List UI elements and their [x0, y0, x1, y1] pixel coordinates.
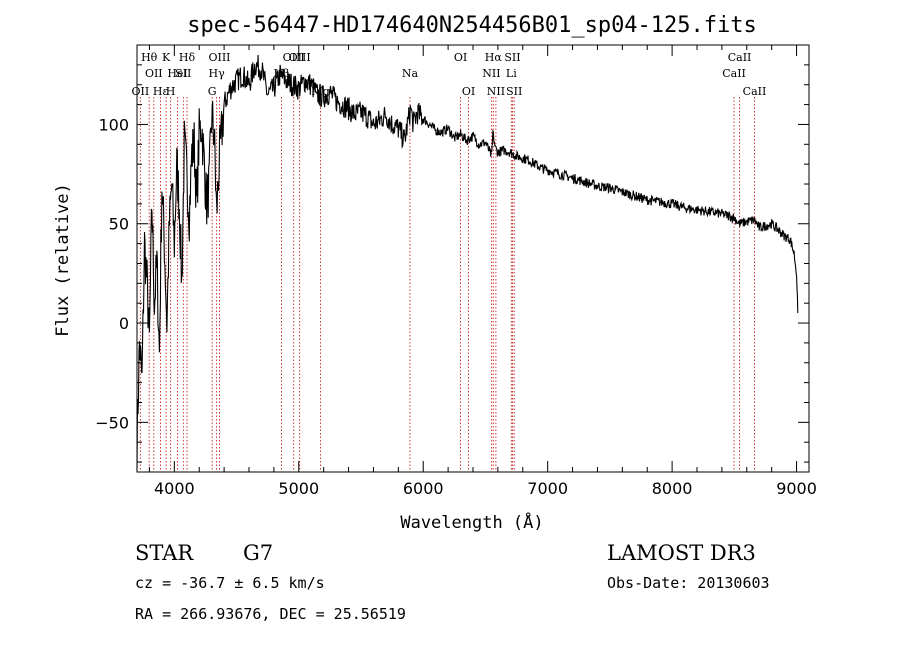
x-tick-label-8000: 8000	[652, 479, 693, 498]
plot-frame	[136, 44, 810, 473]
axis-ticks: 4000 5000 6000 7000 8000 9000 −50 0 50 100	[95, 44, 817, 498]
spectral-line-label-16: Na	[402, 67, 419, 80]
spectral-line-label-0: Hθ	[141, 51, 158, 64]
x-tick-label-9000: 9000	[776, 479, 817, 498]
survey-name: LAMOST DR3	[607, 541, 756, 565]
y-tick-label-50: 50	[109, 215, 129, 234]
object-type: STAR	[135, 541, 194, 565]
spectral-line-label-11: OIII	[208, 51, 230, 64]
spectral-line-label-23: SII	[504, 51, 520, 64]
spectral-line-label-10: Hγ	[209, 67, 226, 80]
spectral-line-label-6: HeI	[167, 67, 187, 80]
redshift-readout: cz = -36.7 ± 6.5 km/s	[135, 574, 325, 592]
spectral-line-label-20: Hα	[485, 51, 503, 64]
spectral-line-label-4: K	[162, 51, 171, 64]
spectral-line-label-24: SII	[506, 85, 522, 98]
x-tick-label-6000: 6000	[403, 479, 444, 498]
spectral-line-label-22: Li	[506, 67, 517, 80]
spectrum-series-flux	[136, 54, 799, 471]
y-tick-label-0: 0	[119, 314, 129, 333]
coordinates-readout: RA = 266.93676, DEC = 25.56519	[135, 605, 406, 623]
spectral-line-label-5: H	[166, 85, 176, 98]
spectral-line-label-18: OI	[462, 85, 475, 98]
spectral-line-label-9: G	[208, 85, 217, 98]
y-tick-label--50: −50	[95, 413, 129, 432]
spectral-line-label-19: NII	[482, 67, 500, 80]
x-tick-label-7000: 7000	[527, 479, 568, 498]
spectral-line-label-1: OII	[145, 67, 163, 80]
object-subclass: G7	[243, 541, 273, 565]
spectral-line-label-27: CaII	[743, 85, 767, 98]
chart-title: spec-56447-HD174640N254456B01_sp04-125.f…	[187, 13, 757, 38]
y-axis-label: Flux (relative)	[53, 183, 73, 337]
y-tick-label-100: 100	[98, 115, 129, 134]
spectral-line-label-26: CaII	[728, 51, 752, 64]
spectral-line-label-8: Hδ	[179, 51, 196, 64]
x-axis-label: Wavelength (Å)	[400, 511, 543, 533]
x-tick-label-5000: 5000	[278, 479, 319, 498]
observation-date: Obs-Date: 20130603	[607, 574, 770, 592]
spectral-line-label-7: SII	[175, 67, 191, 80]
x-tick-label-4000: 4000	[154, 479, 195, 498]
spectral-line-label-14: OIII	[289, 51, 311, 64]
spectral-line-label-3: Hε	[153, 85, 169, 98]
spectral-line-label-2: OII	[132, 85, 150, 98]
spectral-line-label-21: NII	[487, 85, 505, 98]
spectral-line-label-17: OI	[454, 51, 467, 64]
spectral-line-label-25: CaII	[722, 67, 746, 80]
